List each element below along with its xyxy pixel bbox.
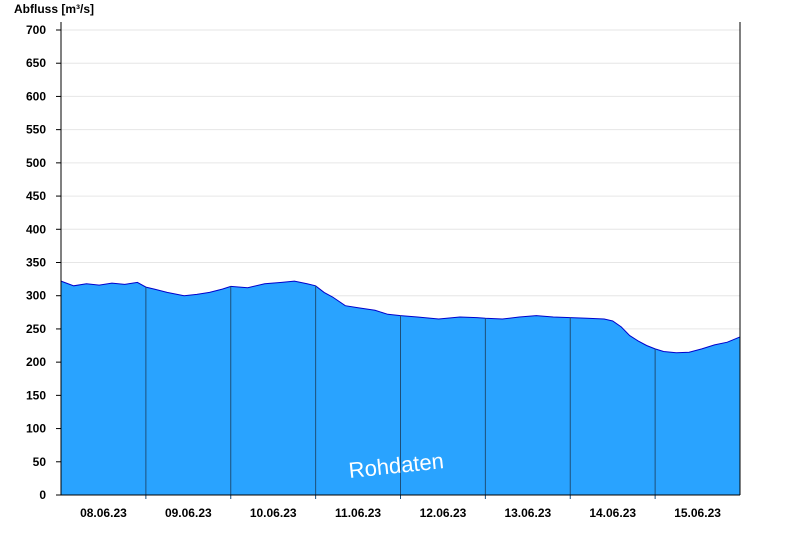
y-tick-label-0: 0 (39, 488, 46, 502)
axes (60, 22, 741, 496)
y-tick-label-450: 450 (26, 189, 46, 203)
y-tick-labels: 0 50 100 150 200 250 300 350 400 450 500 550 600 650 7… (26, 23, 61, 502)
x-tick-label-3: 11.06.23 (335, 506, 381, 520)
y-axis-label: Abfluss [m³/s] (14, 2, 94, 16)
y-tick-label-550: 550 (26, 123, 46, 137)
x-tick-label-6: 14.06.23 (589, 506, 636, 520)
y-tick-label-50: 50 (33, 455, 47, 469)
y-tick-label-350: 350 (26, 256, 46, 270)
y-tick-label-650: 650 (26, 56, 46, 70)
series-line (60, 280, 741, 354)
day-divider-lines (145, 285, 656, 499)
x-tick-label-2: 10.06.23 (250, 506, 297, 520)
x-tick-label-5: 13.06.23 (504, 506, 551, 520)
x-tick-label-4: 12.06.23 (420, 506, 467, 520)
x-tick-labels: 08.06.23 09.06.23 10.06.23 11.06.23 12.06.23… (80, 506, 721, 520)
y-tick-label-500: 500 (26, 156, 46, 170)
x-tick-label-0: 08.06.23 (80, 506, 127, 520)
x-tick-label-7: 15.06.23 (674, 506, 721, 520)
y-tick-label-700: 700 (26, 23, 46, 37)
y-tick-label-150: 150 (26, 388, 46, 402)
y-tick-label-300: 300 (26, 289, 46, 303)
y-tick-label-200: 200 (26, 355, 46, 369)
y-tick-label-100: 100 (26, 422, 46, 436)
y-tick-label-250: 250 (26, 322, 46, 336)
y-tick-label-400: 400 (26, 222, 46, 236)
x-tick-label-1: 09.06.23 (165, 506, 212, 520)
y-tick-label-600: 600 (26, 89, 46, 103)
